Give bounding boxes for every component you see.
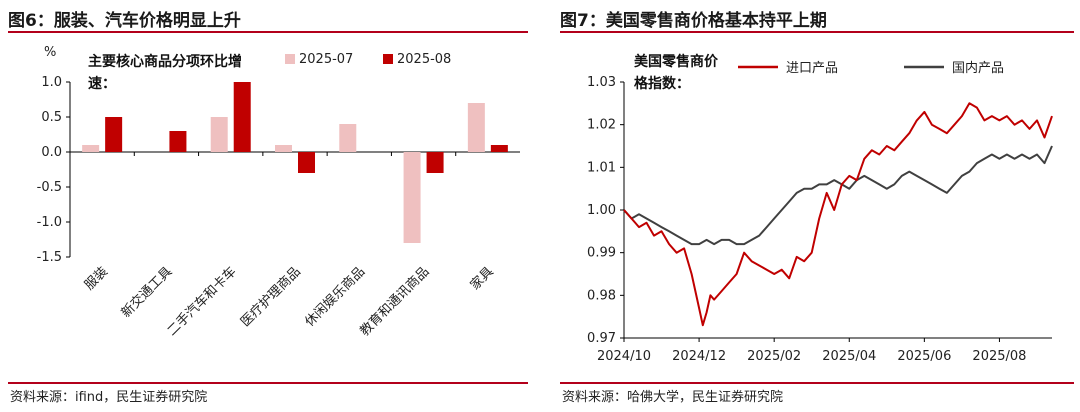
x-tick-label: 服装: [82, 264, 111, 293]
x-tick-label: 新交通工具: [118, 264, 175, 321]
source-note: 资料来源：哈佛大学，民生证券研究院: [562, 390, 784, 405]
x-tick-label: 2025/06: [897, 349, 951, 364]
x-tick-label: 2025/04: [822, 349, 876, 364]
legend-label: 进口产品: [786, 61, 838, 76]
figure-title: 图7：美国零售商价格基本持平上期: [560, 11, 827, 31]
bar-2025-08: [298, 152, 315, 173]
x-tick-label: 教育和通讯商品: [357, 264, 433, 340]
series-line-进口产品: [623, 102, 1053, 327]
legend-label: 2025-08: [397, 52, 451, 67]
panel-figure-6: 图6：服装、汽车价格明显上升 % 主要核心商品分项环比增 速： 2025-07 2025…: [0, 0, 534, 412]
source-rule: [8, 382, 528, 384]
bar-2025-07: [339, 124, 357, 152]
y-tick-label: -1.0: [37, 215, 62, 230]
y-tick-label: 1.01: [587, 160, 616, 175]
x-tick-label: 家具: [467, 264, 497, 294]
bar-2025-07: [467, 103, 485, 152]
legend-label: 国内产品: [952, 60, 1004, 76]
y-tick-label: 1.03: [587, 75, 616, 90]
y-tick-label: 0.5: [41, 110, 62, 125]
y-tick-label: -1.5: [37, 250, 62, 265]
y-tick-label: 1.02: [587, 118, 616, 133]
legend-label: 2025-07: [299, 52, 353, 67]
x-tick-label: 医疗护理商品: [238, 264, 304, 330]
bar-2025-08: [426, 152, 444, 173]
bar-2025-08: [169, 131, 187, 152]
x-tick-label: 2024/12: [672, 349, 726, 364]
x-tick-label: 休闲娱乐商品: [302, 264, 368, 330]
y-tick-label: 0.97: [587, 331, 616, 346]
legend-swatch: [285, 54, 295, 64]
chart-subtitle: 格指数：: [634, 75, 690, 92]
bar-2025-08: [233, 82, 251, 152]
chart-subtitle: 速：: [88, 75, 116, 92]
source-rule: [560, 382, 1074, 384]
chart-subtitle: 主要核心商品分项环比增: [88, 53, 242, 70]
bar-2025-07: [82, 145, 100, 152]
series-line-国内产品: [623, 145, 1053, 246]
bar-2025-08: [105, 117, 123, 152]
title-rule: [8, 31, 528, 33]
x-tick-label: 2025/02: [747, 349, 801, 364]
figure-title: 图6：服装、汽车价格明显上升: [8, 11, 241, 31]
y-tick-label: 1.0: [41, 75, 62, 90]
x-tick-label: 二手汽车和卡车: [164, 264, 240, 340]
x-tick-label: 2025/08: [972, 349, 1026, 364]
y-unit-label: %: [44, 45, 56, 60]
legend-swatch: [383, 54, 393, 64]
bar-2025-08: [490, 145, 508, 152]
bar-2025-07: [275, 145, 292, 152]
y-tick-label: -0.5: [37, 180, 62, 195]
title-rule: [560, 31, 1074, 33]
source-note: 资料来源：ifind，民生证券研究院: [10, 390, 208, 405]
bar-2025-07: [403, 152, 421, 243]
y-tick-label: 0.99: [587, 246, 616, 261]
chart-subtitle: 美国零售商价: [634, 53, 719, 70]
y-tick-label: 0.0: [41, 145, 62, 160]
y-tick-label: 1.00: [587, 203, 616, 218]
y-tick-label: 0.98: [587, 288, 616, 303]
bar-2025-07: [210, 117, 228, 152]
panel-figure-7: 图7：美国零售商价格基本持平上期 美国零售商价 格指数： 进口产品 国内产品 1.03 1…: [552, 0, 1080, 412]
x-tick-label: 2024/10: [597, 349, 651, 364]
